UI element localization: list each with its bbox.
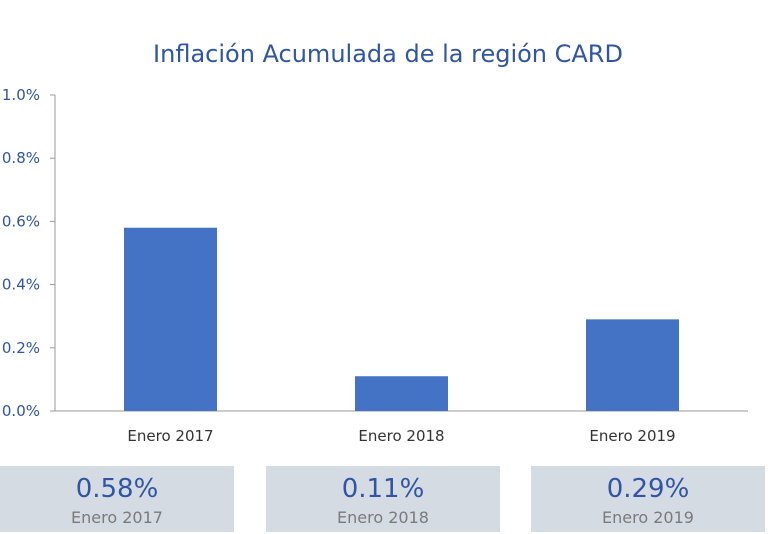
summary-label: Enero 2017 bbox=[71, 508, 163, 527]
y-tick-label: 0.0% bbox=[2, 402, 40, 420]
bar bbox=[355, 376, 448, 411]
x-tick-labels: Enero 2017 Enero 2018 Enero 2019 bbox=[127, 427, 675, 445]
bar bbox=[586, 319, 679, 411]
y-tick-label: 0.2% bbox=[2, 339, 40, 357]
bars bbox=[124, 227, 679, 411]
summary-value: 0.58% bbox=[75, 474, 159, 504]
bar-chart: 0.0%0.2%0.4%0.6%0.8%1.0% Enero 2017 Enero… bbox=[2, 86, 748, 445]
y-tick-label: 0.8% bbox=[2, 149, 40, 167]
x-tick-label: Enero 2019 bbox=[589, 427, 675, 445]
summary-card-2019: 0.29% Enero 2019 bbox=[531, 466, 765, 532]
chart-title: Inflación Acumulada de la región CARD bbox=[153, 40, 623, 68]
x-tick-label: Enero 2017 bbox=[127, 427, 213, 445]
y-ticks: 0.0% 0.2% 0.4% 0.6% 0.8% 1.0% bbox=[2, 86, 55, 420]
y-tick-label: 0.4% bbox=[2, 276, 40, 294]
bar bbox=[124, 227, 217, 411]
summary-card-2018: 0.11% Enero 2018 bbox=[266, 466, 500, 532]
x-tick-label: Enero 2018 bbox=[358, 427, 444, 445]
summary-card-2017: 0.58% Enero 2017 bbox=[0, 466, 234, 532]
summary-label: Enero 2018 bbox=[337, 508, 429, 527]
summary-label: Enero 2019 bbox=[602, 508, 694, 527]
summary-value: 0.11% bbox=[341, 474, 425, 504]
summary-value: 0.29% bbox=[606, 474, 690, 504]
y-tick-label: 0.6% bbox=[2, 212, 40, 230]
y-tick-label: 1.0% bbox=[2, 86, 40, 104]
